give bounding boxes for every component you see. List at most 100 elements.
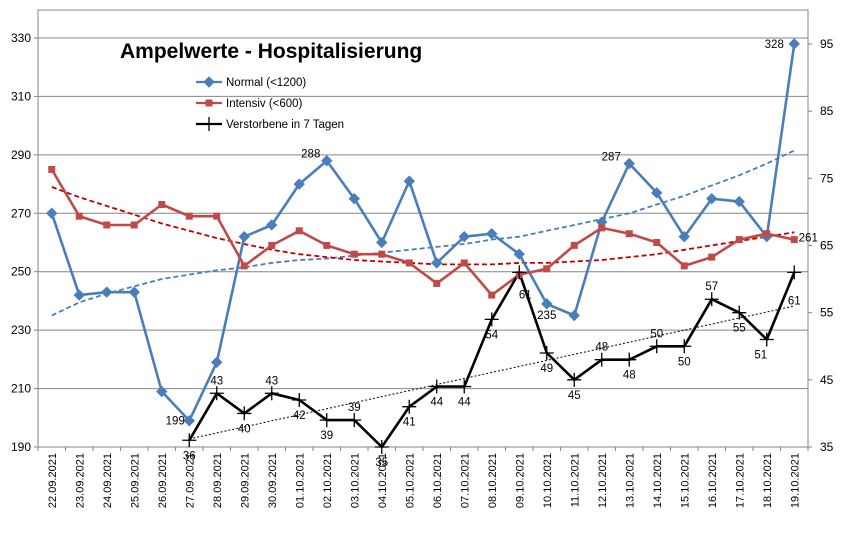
marker-diamond <box>568 309 580 322</box>
x-tick-label: 02.10.2021 <box>322 453 334 508</box>
marker-cross <box>539 345 554 360</box>
series-markers <box>46 38 802 454</box>
marker-cross <box>787 265 802 280</box>
marker-cross <box>622 352 637 367</box>
marker-diamond <box>788 38 800 50</box>
marker-diamond <box>623 157 635 170</box>
trendline-normal-1200- <box>51 149 795 317</box>
marker-square <box>75 212 83 220</box>
y-right-tick-label: 65 <box>820 239 834 253</box>
x-tick-label: 07.10.2021 <box>459 453 471 508</box>
data-labels: 199 288 235 287 328 261 36 43 40 43 42 39 39 35 41 44 44… <box>166 39 818 469</box>
marker-cross <box>759 332 774 347</box>
data-label: 199 <box>166 416 185 428</box>
x-tick-label: 03.10.2021 <box>349 453 361 508</box>
marker-diamond <box>431 257 443 269</box>
y-left-tick-label: 190 <box>11 440 31 454</box>
x-tick-label: 23.09.2021 <box>74 453 86 508</box>
data-label: 51 <box>754 350 767 362</box>
data-label: 36 <box>183 450 196 462</box>
x-tick-label: 27.09.2021 <box>184 453 196 508</box>
marker-square <box>653 239 661 246</box>
legend-label: Normal (<1200) <box>226 77 306 89</box>
data-label: 40 <box>238 423 251 435</box>
trendline-intensiv-600- <box>51 186 795 266</box>
x-tick-label: 17.10.2021 <box>734 453 746 508</box>
marker-cross <box>567 372 582 387</box>
marker-cross <box>347 413 362 428</box>
marker-cross <box>649 339 664 354</box>
marker-cross <box>429 379 444 394</box>
x-tick-label: 14.10.2021 <box>652 453 664 508</box>
data-label: 55 <box>733 323 746 335</box>
marker-diamond <box>156 385 168 398</box>
x-tick-label: 22.09.2021 <box>47 453 59 508</box>
x-tick-label: 05.10.2021 <box>404 453 416 508</box>
marker-diamond <box>293 178 305 190</box>
marker-diamond <box>211 356 223 368</box>
marker-square <box>460 259 468 267</box>
data-label: 43 <box>265 375 278 387</box>
x-tick-label: 16.10.2021 <box>707 453 719 508</box>
marker-cross <box>374 440 389 454</box>
marker-diamond <box>238 230 250 243</box>
marker-cross <box>209 386 224 401</box>
marker-square <box>598 224 606 232</box>
y-right-tick-label: 75 <box>820 171 834 185</box>
marker-diamond <box>513 248 525 260</box>
marker-diamond <box>403 175 415 187</box>
marker-cross <box>202 117 216 131</box>
data-label: 43 <box>210 375 223 387</box>
marker-square <box>488 291 496 299</box>
marker-square <box>433 279 441 287</box>
marker-diamond <box>486 228 498 240</box>
y-right-tick-label: 35 <box>820 440 834 454</box>
marker-diamond <box>733 195 745 208</box>
data-label: 35 <box>375 457 388 469</box>
plot-area <box>37 9 809 448</box>
marker-square <box>735 236 743 244</box>
marker-square <box>323 241 331 249</box>
marker-diamond <box>101 286 113 298</box>
data-label: 48 <box>595 342 608 354</box>
x-tick-label: 19.10.2021 <box>789 453 801 508</box>
data-label: 44 <box>430 397 443 409</box>
marker-diamond <box>458 230 470 243</box>
y-left-tick-label: 310 <box>11 89 31 103</box>
y-left-tick-label: 270 <box>11 206 31 220</box>
marker-cross <box>319 413 334 428</box>
marker-square <box>680 262 688 270</box>
y-axis-right: 35 45 55 65 75 85 95 <box>808 37 834 454</box>
data-label: 61 <box>519 289 532 301</box>
marker-diamond <box>541 298 553 310</box>
x-tick-label: 01.10.2021 <box>294 453 306 508</box>
marker-square <box>268 241 276 249</box>
marker-square <box>378 250 386 258</box>
y-left-tick-label: 230 <box>11 323 31 337</box>
y-left-tick-label: 210 <box>11 382 31 396</box>
marker-cross <box>237 406 252 421</box>
y-right-tick-label: 85 <box>820 104 834 118</box>
marker-diamond <box>128 286 140 298</box>
marker-square <box>185 212 193 220</box>
marker-square <box>130 221 138 229</box>
x-tick-label: 09.10.2021 <box>514 453 526 508</box>
marker-square <box>205 99 213 107</box>
x-tick-label: 29.09.2021 <box>239 453 251 508</box>
marker-cross <box>594 352 609 367</box>
data-label: 57 <box>705 281 718 293</box>
data-label: 41 <box>403 417 416 429</box>
x-tick-label: 08.10.2021 <box>487 453 499 508</box>
marker-square <box>350 250 358 258</box>
marker-square <box>213 212 221 220</box>
marker-diamond <box>266 219 278 231</box>
legend-label: Intensiv (<600) <box>226 98 303 110</box>
marker-square <box>570 241 578 249</box>
marker-square <box>625 230 633 238</box>
marker-cross <box>677 339 692 354</box>
x-tick-label: 18.10.2021 <box>762 453 774 508</box>
marker-diamond <box>706 192 718 205</box>
marker-cross <box>264 386 279 401</box>
marker-square <box>158 201 166 209</box>
